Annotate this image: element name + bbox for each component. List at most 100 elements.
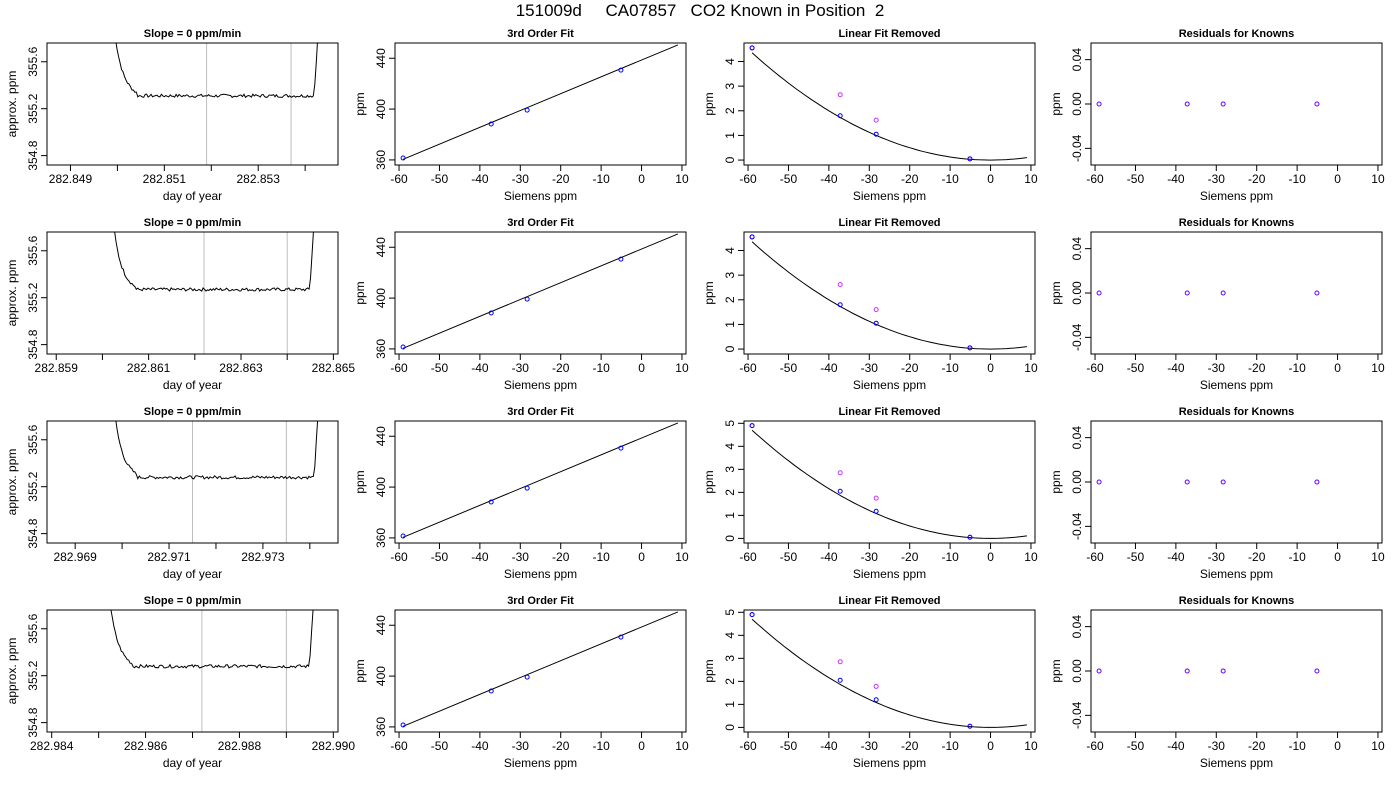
y-tick-label: 3 bbox=[723, 271, 737, 278]
panel-r2-c1: Slope = 0 ppm/min282.859 282.861 282.863 28… bbox=[5, 207, 355, 392]
y-tick-label: 0.04 bbox=[1070, 426, 1084, 450]
residual-point bbox=[1221, 480, 1225, 484]
panel-r1-c3: Linear Fit Removed-60 -50 -40 -30 -20 -10 0 100… bbox=[702, 28, 1038, 203]
data-point bbox=[525, 108, 529, 112]
residual-point bbox=[1097, 480, 1101, 484]
y-tick-label: 0.00 bbox=[1070, 470, 1084, 494]
signal-trace bbox=[112, 14, 319, 98]
panel-frame bbox=[1091, 421, 1382, 543]
panel-title: Slope = 0 ppm/min bbox=[144, 28, 242, 40]
panel-frame bbox=[47, 43, 338, 165]
y-tick-label: -0.04 bbox=[1070, 323, 1084, 351]
x-tick-label: 0 bbox=[987, 550, 994, 564]
x-tick-label: -10 bbox=[1288, 550, 1306, 564]
y-tick-label: 2 bbox=[723, 296, 737, 303]
panel-title: Slope = 0 ppm/min bbox=[144, 406, 242, 418]
residual-point bbox=[1315, 480, 1319, 484]
x-tick-label: -50 bbox=[431, 550, 449, 564]
x-axis-label: Siemens ppm bbox=[504, 756, 577, 770]
x-tick-label: -50 bbox=[1127, 361, 1145, 375]
y-axis-label: ppm bbox=[353, 281, 367, 304]
x-tick-label: -20 bbox=[1248, 361, 1266, 375]
x-tick-label: -50 bbox=[780, 550, 798, 564]
panel-data bbox=[401, 45, 678, 160]
x-tick-label: -10 bbox=[592, 361, 610, 375]
data-point bbox=[401, 723, 405, 727]
fit-curve bbox=[752, 619, 1027, 727]
panel-frame bbox=[395, 610, 686, 732]
x-axis-label: Siemens ppm bbox=[1200, 378, 1273, 392]
x-tick-label: -10 bbox=[941, 739, 959, 753]
x-tick-label: 282.969 bbox=[53, 550, 97, 564]
panel-data bbox=[750, 235, 1027, 350]
y-axis-label: ppm bbox=[1049, 92, 1063, 115]
y-tick-label: 0.00 bbox=[1070, 659, 1084, 683]
residual-point bbox=[1097, 291, 1101, 295]
y-tick-label: 1 bbox=[723, 512, 737, 519]
panel-title: Linear Fit Removed bbox=[838, 28, 940, 40]
panel-title: 3rd Order Fit bbox=[507, 406, 574, 418]
x-tick-label: -60 bbox=[739, 550, 757, 564]
x-axis-label: day of year bbox=[163, 378, 222, 392]
x-tick-label: 282.849 bbox=[49, 172, 93, 186]
panel-data bbox=[401, 423, 678, 538]
panel-title: 3rd Order Fit bbox=[507, 217, 574, 229]
y-tick-label: -0.04 bbox=[1070, 512, 1084, 540]
y-axis-label: ppm bbox=[353, 659, 367, 682]
y-axis-label: ppm bbox=[1049, 659, 1063, 682]
y-tick-label: 354.8 bbox=[26, 518, 40, 548]
fit-line bbox=[403, 612, 678, 726]
y-tick-label: 2 bbox=[723, 678, 737, 685]
y-axis-label: approx. ppm bbox=[5, 449, 19, 516]
residual-point bbox=[1185, 669, 1189, 673]
x-tick-label: 282.988 bbox=[218, 739, 262, 753]
y-tick-label: 400 bbox=[374, 477, 388, 497]
y-tick-label: 355.2 bbox=[26, 660, 40, 690]
residual-point bbox=[1097, 669, 1101, 673]
fitted-point bbox=[874, 509, 878, 513]
x-tick-label: -30 bbox=[861, 550, 879, 564]
x-axis-label: Siemens ppm bbox=[853, 567, 926, 581]
x-axis-label: day of year bbox=[163, 756, 222, 770]
x-tick-label: -20 bbox=[1248, 739, 1266, 753]
x-tick-label: -10 bbox=[1288, 172, 1306, 186]
y-tick-label: 5 bbox=[723, 420, 737, 427]
x-tick-label: -40 bbox=[471, 550, 489, 564]
x-tick-label: -60 bbox=[1086, 739, 1104, 753]
x-tick-label: -50 bbox=[1127, 739, 1145, 753]
panel-frame bbox=[1091, 43, 1382, 165]
y-tick-label: 0 bbox=[723, 345, 737, 352]
x-tick-label: -10 bbox=[1288, 361, 1306, 375]
x-tick-label: -40 bbox=[820, 739, 838, 753]
x-tick-label: 282.853 bbox=[237, 172, 281, 186]
panel-data bbox=[750, 613, 1027, 729]
y-tick-label: 3 bbox=[723, 82, 737, 89]
measured-point bbox=[838, 93, 842, 97]
fit-curve bbox=[752, 430, 1027, 538]
y-tick-label: 360 bbox=[374, 528, 388, 548]
data-point bbox=[525, 675, 529, 679]
panel-title: Linear Fit Removed bbox=[838, 217, 940, 229]
residual-point bbox=[1221, 669, 1225, 673]
panel-data bbox=[1097, 102, 1319, 106]
x-axis-label: Siemens ppm bbox=[504, 189, 577, 203]
x-tick-label: -20 bbox=[1248, 172, 1266, 186]
y-tick-label: 355.2 bbox=[26, 282, 40, 312]
x-tick-label: 0 bbox=[987, 172, 994, 186]
y-axis-label: ppm bbox=[702, 281, 716, 304]
y-tick-label: 400 bbox=[374, 288, 388, 308]
y-axis-label: ppm bbox=[353, 470, 367, 493]
x-tick-label: 10 bbox=[1371, 739, 1385, 753]
panel-data bbox=[401, 234, 678, 349]
measured-point bbox=[838, 471, 842, 475]
panel-frame bbox=[47, 610, 338, 732]
residual-point bbox=[1315, 291, 1319, 295]
x-tick-label: 282.990 bbox=[312, 739, 356, 753]
panel-frame bbox=[744, 610, 1035, 732]
x-tick-label: -30 bbox=[1208, 361, 1226, 375]
x-tick-label: -60 bbox=[1086, 172, 1104, 186]
y-axis-label: ppm bbox=[702, 470, 716, 493]
data-point bbox=[401, 345, 405, 349]
panel-r4-c3: Linear Fit Removed-60 -50 -40 -30 -20 -10 0 100… bbox=[702, 595, 1038, 770]
x-tick-label: -30 bbox=[512, 739, 530, 753]
